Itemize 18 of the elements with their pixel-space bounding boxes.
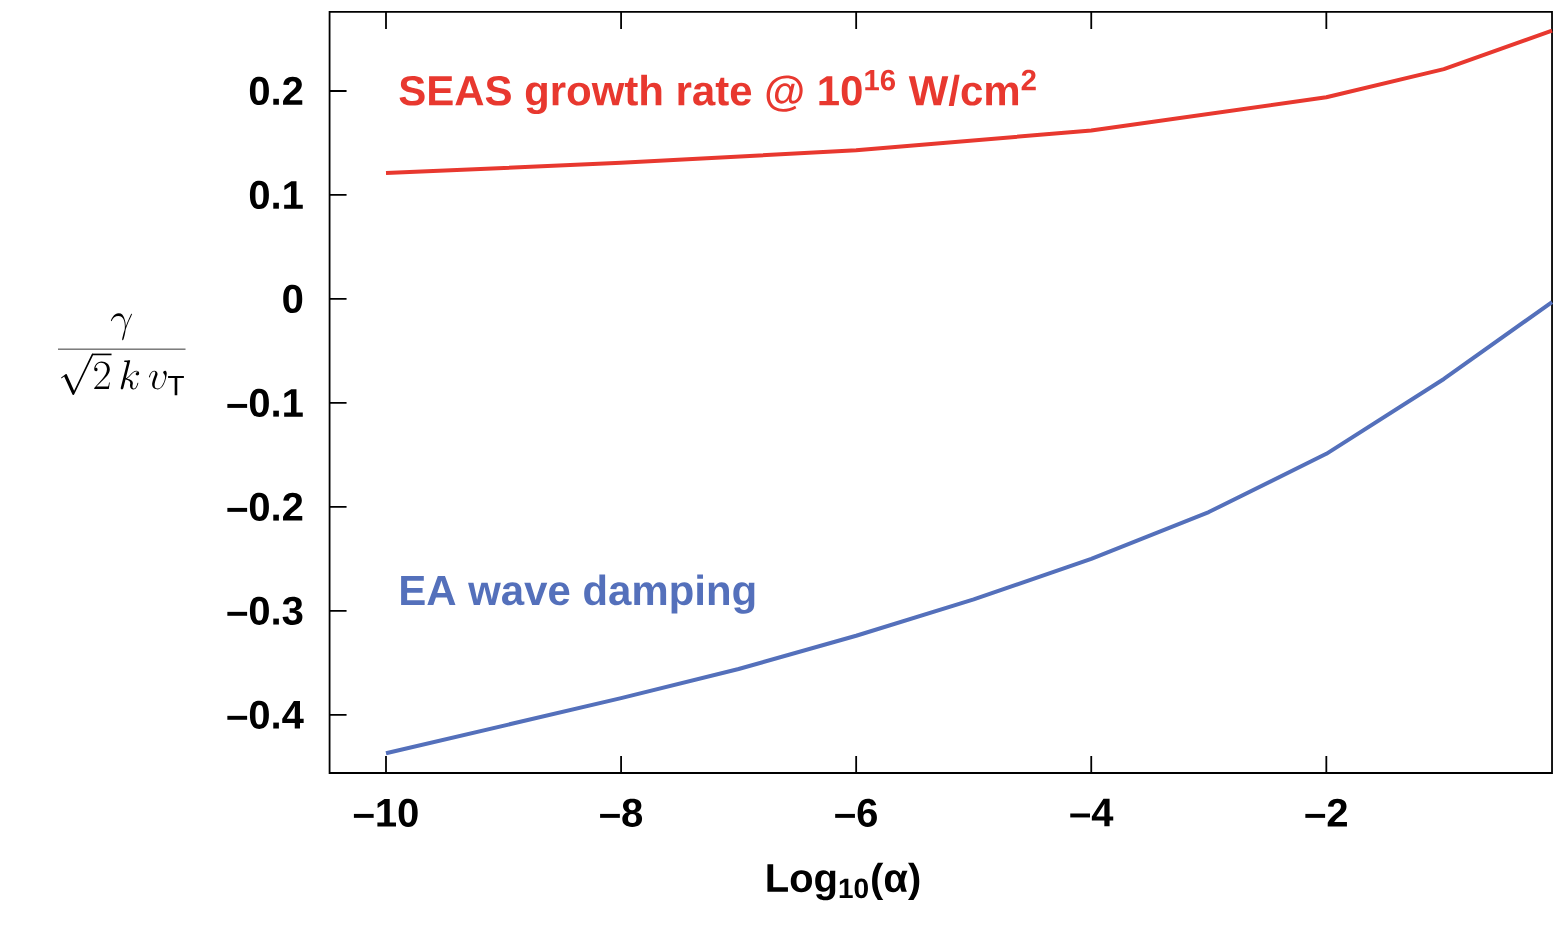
x-axis-title: Log$_{10}$(α) xyxy=(767,862,920,901)
x-tick-label: –4 xyxy=(1070,798,1114,827)
y-tick-label: –0.2 xyxy=(227,492,303,522)
y-tick-label: –0.1 xyxy=(227,388,303,418)
y-tick-label: –0.4 xyxy=(227,700,304,729)
series-label: EA wave damping xyxy=(401,574,755,614)
y-tick-label: 0 xyxy=(283,284,303,314)
y-tick-label: 0.2 xyxy=(249,76,303,106)
series-label: SEAS growth rate @ 10$^{16}$ W/cm$^{2}$ xyxy=(399,69,1036,115)
x-tick-label: –2 xyxy=(1305,798,1347,827)
y-axis-title: $\frac{\gamma}{\sqrt{2}\,k\,v_{\mathrm{T}}}$ xyxy=(58,313,186,396)
x-tick-label: –6 xyxy=(835,798,877,828)
line-series xyxy=(384,28,1554,176)
y-tick-label: –0.3 xyxy=(227,596,303,626)
y-tick-label: 0.1 xyxy=(249,180,303,210)
line-series xyxy=(384,300,1554,756)
x-tick-label: –10 xyxy=(353,798,418,828)
x-tick-label: –8 xyxy=(600,798,643,828)
